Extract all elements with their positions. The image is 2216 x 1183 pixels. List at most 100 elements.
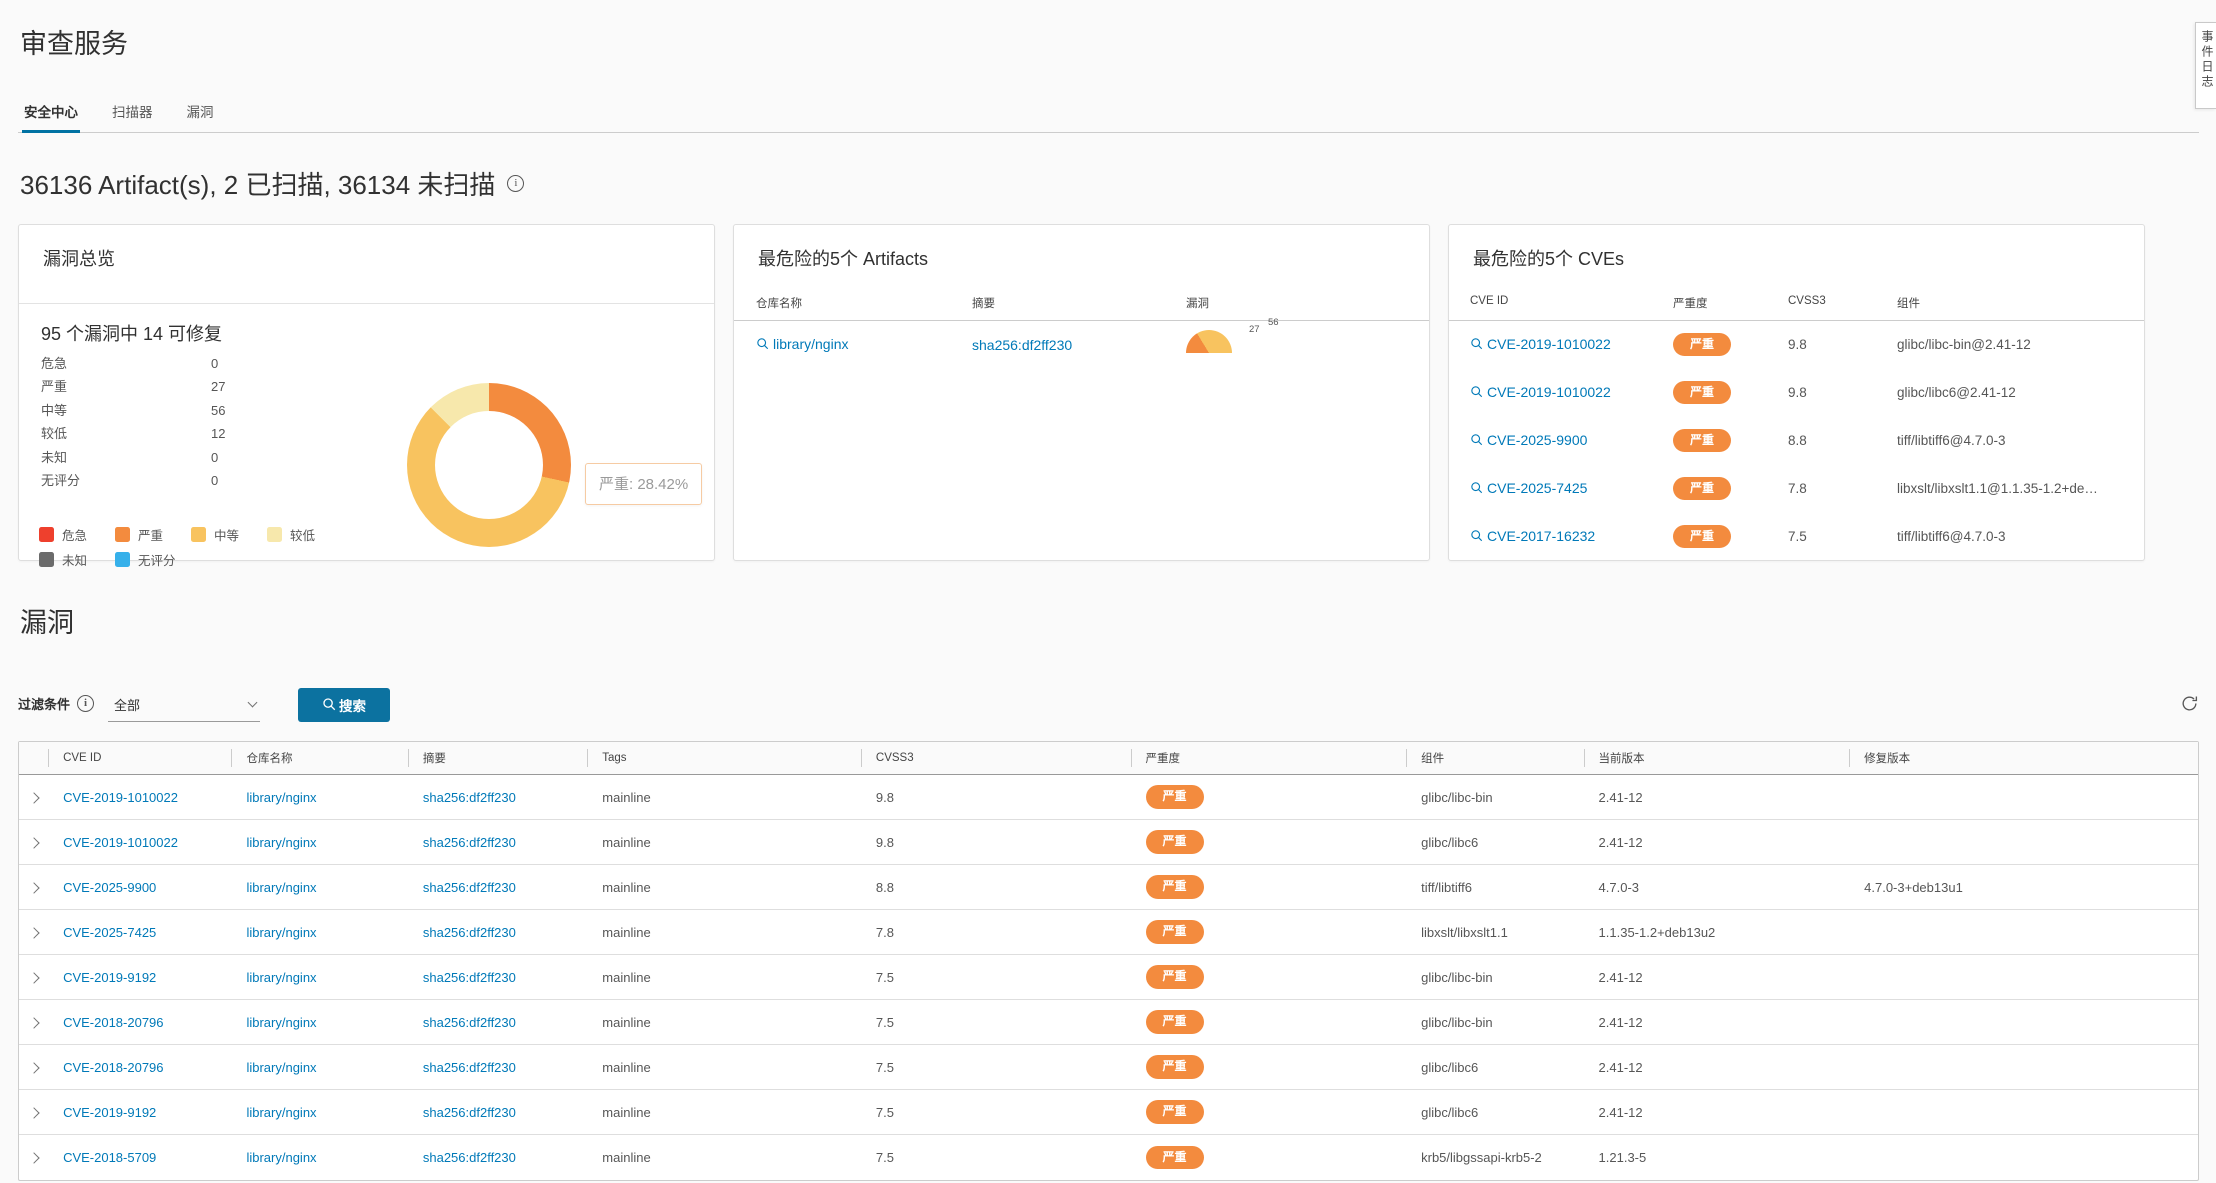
legend-swatch xyxy=(191,526,206,542)
digest-link[interactable]: sha256:df2ff230 xyxy=(422,924,516,940)
expand-caret-icon[interactable] xyxy=(27,881,40,894)
vulnerability-gauge-chart[interactable]: 2756 xyxy=(1186,317,1386,376)
repo-link[interactable]: library/nginx xyxy=(246,1014,317,1030)
cve-link[interactable]: CVE-2018-20796 xyxy=(63,1014,164,1030)
severity-value: 0 xyxy=(211,449,219,465)
cve-link[interactable]: CVE-2018-20796 xyxy=(63,1059,164,1075)
digest-link[interactable]: sha256:df2ff230 xyxy=(422,1014,516,1030)
summary-info-icon[interactable]: i xyxy=(507,174,525,192)
cve-link[interactable]: CVE-2019-1010022 xyxy=(1470,384,1611,400)
vulnerability-donut-chart[interactable] xyxy=(407,382,571,547)
legend-swatch xyxy=(267,526,282,542)
table-row: CVE-2025-9900 严重 8.8 tiff/libtiff6@4.7.0-3 xyxy=(1449,417,2144,465)
expand-caret-icon[interactable] xyxy=(27,1106,40,1119)
digest-link[interactable]: sha256:df2ff230 xyxy=(422,879,516,895)
cve-link[interactable]: CVE-2025-7425 xyxy=(1470,480,1587,496)
cve-link[interactable]: CVE-2019-1010022 xyxy=(63,834,178,850)
legend-label: 中等 xyxy=(214,528,240,543)
severity-value: 12 xyxy=(211,426,226,441)
column-header: CVSS3 xyxy=(1788,294,1826,307)
component-cell: glibc/libc-bin xyxy=(1406,999,1584,1045)
expand-caret-icon[interactable] xyxy=(27,1061,40,1074)
digest-link[interactable]: sha256:df2ff230 xyxy=(422,1059,516,1075)
expand-caret-icon[interactable] xyxy=(27,836,40,849)
search-button-label: 搜索 xyxy=(339,698,367,714)
digest-link[interactable]: sha256:df2ff230 xyxy=(422,789,516,805)
repo-link[interactable]: library/nginx xyxy=(756,336,848,352)
filter-info-icon[interactable]: i xyxy=(77,694,95,712)
vulnerability-overview-card: 漏洞总览 95 个漏洞中 14 可修复 危急 0 严重 27 中等 56 较低 12 未知 0 无评… xyxy=(18,223,715,568)
cve-link[interactable]: CVE-2019-1010022 xyxy=(63,789,178,805)
digest-link[interactable]: sha256:df2ff230 xyxy=(422,969,516,985)
repo-link[interactable]: library/nginx xyxy=(246,834,317,850)
tab-安全中心[interactable]: 安全中心 xyxy=(22,97,80,132)
repo-link[interactable]: library/nginx xyxy=(246,969,317,985)
table-row: CVE-2019-1010022 library/nginx sha256:df2f… xyxy=(19,819,2198,865)
cvss3-cell: 7.5 xyxy=(860,999,1131,1045)
cvss3-cell: 7.5 xyxy=(1788,529,1807,544)
expand-cell xyxy=(19,1135,48,1180)
severity-filter-select[interactable]: 全部 xyxy=(108,695,261,722)
column-header-严重度: 严重度 xyxy=(1130,741,1407,775)
event-log-side-tab[interactable]: 事件日志 xyxy=(2195,22,2216,109)
component-cell: tiff/libtiff6@4.7.0-3 xyxy=(1897,529,2006,544)
cve-link[interactable]: CVE-2019-1010022 xyxy=(1470,336,1611,352)
tag-cell: mainline xyxy=(602,1149,651,1165)
column-header-CVE ID: CVE ID xyxy=(48,741,232,775)
search-button[interactable]: 搜索 xyxy=(298,687,391,722)
tab-漏洞[interactable]: 漏洞 xyxy=(186,105,214,120)
cve-link[interactable]: CVE-2019-9192 xyxy=(63,969,157,985)
component-cell: glibc/libc-bin xyxy=(1406,954,1584,1000)
cve-link[interactable]: CVE-2025-9900 xyxy=(1470,432,1587,448)
column-header: 仓库名称 xyxy=(756,297,802,310)
severity-badge: 严重 xyxy=(1673,476,1731,501)
repo-link[interactable]: library/nginx xyxy=(246,1149,317,1165)
cve-link[interactable]: CVE-2017-16232 xyxy=(1470,528,1595,544)
expand-caret-icon[interactable] xyxy=(27,1016,40,1029)
digest-cell: sha256:df2ff230 xyxy=(407,954,588,1000)
severity-badge: 严重 xyxy=(1673,524,1731,549)
column-header: 漏洞 xyxy=(1186,297,1209,310)
current-version-cell: 2.41-12 xyxy=(1583,819,1850,865)
cve-link[interactable]: CVE-2018-5709 xyxy=(63,1149,157,1165)
current-version-cell: 1.21.3-5 xyxy=(1598,1149,1647,1165)
severity-row: 无评分 0 xyxy=(41,469,714,493)
repo-link[interactable]: library/nginx xyxy=(246,879,317,895)
digest-link[interactable]: sha256:df2ff230 xyxy=(422,1104,516,1120)
component-cell: glibc/libc6@2.41-12 xyxy=(1897,385,2016,400)
top-cves-header: CVE ID 严重度 CVSS3 组件 xyxy=(1449,295,2144,321)
table-row: CVE-2017-16232 严重 7.5 tiff/libtiff6@4.7.0-3 xyxy=(1449,513,2144,561)
severity-badge: 严重 xyxy=(1673,428,1731,453)
repo-cell: library/nginx xyxy=(231,1044,408,1090)
repo-link[interactable]: library/nginx xyxy=(246,1104,317,1120)
column-header: 摘要 xyxy=(972,297,995,310)
expand-caret-icon[interactable] xyxy=(27,926,40,939)
digest-link[interactable]: sha256:df2ff230 xyxy=(972,336,1073,353)
digest-link[interactable]: sha256:df2ff230 xyxy=(422,1149,516,1165)
search-icon xyxy=(1471,481,1483,493)
cve-cell: CVE-2025-9900 xyxy=(48,864,232,910)
tab-扫描器[interactable]: 扫描器 xyxy=(112,105,153,120)
cvss3-cell: 9.8 xyxy=(1788,337,1807,352)
dashboard-cards: 漏洞总览 95 个漏洞中 14 可修复 危急 0 严重 27 中等 56 较低 12 未知 0 无评… xyxy=(18,223,2199,568)
fixed-version-cell: 4.7.0-3+deb13u1 xyxy=(1849,864,2198,910)
cve-link[interactable]: CVE-2025-7425 xyxy=(63,924,157,940)
cve-cell: CVE-2025-7425 xyxy=(1449,480,1673,498)
repo-link[interactable]: library/nginx xyxy=(246,789,317,805)
cve-cell: CVE-2019-9192 xyxy=(48,1089,232,1135)
expand-caret-icon[interactable] xyxy=(27,791,40,804)
legend-label: 危急 xyxy=(62,528,88,543)
vulnerabilities-section-title: 漏洞 xyxy=(20,607,74,638)
expand-caret-icon[interactable] xyxy=(27,971,40,984)
expand-caret-icon[interactable] xyxy=(27,1152,40,1164)
legend-swatch xyxy=(39,526,54,542)
fixed-version-cell xyxy=(1849,999,2198,1045)
severity-cell: 严重 xyxy=(1130,774,1407,820)
digest-link[interactable]: sha256:df2ff230 xyxy=(422,834,516,850)
repo-link[interactable]: library/nginx xyxy=(246,1059,317,1075)
cve-link[interactable]: CVE-2019-9192 xyxy=(63,1104,157,1120)
repo-link[interactable]: library/nginx xyxy=(246,924,317,940)
digest-cell: sha256:df2ff230 xyxy=(407,864,588,910)
refresh-button[interactable] xyxy=(2180,694,2199,722)
cve-link[interactable]: CVE-2025-9900 xyxy=(63,879,157,895)
